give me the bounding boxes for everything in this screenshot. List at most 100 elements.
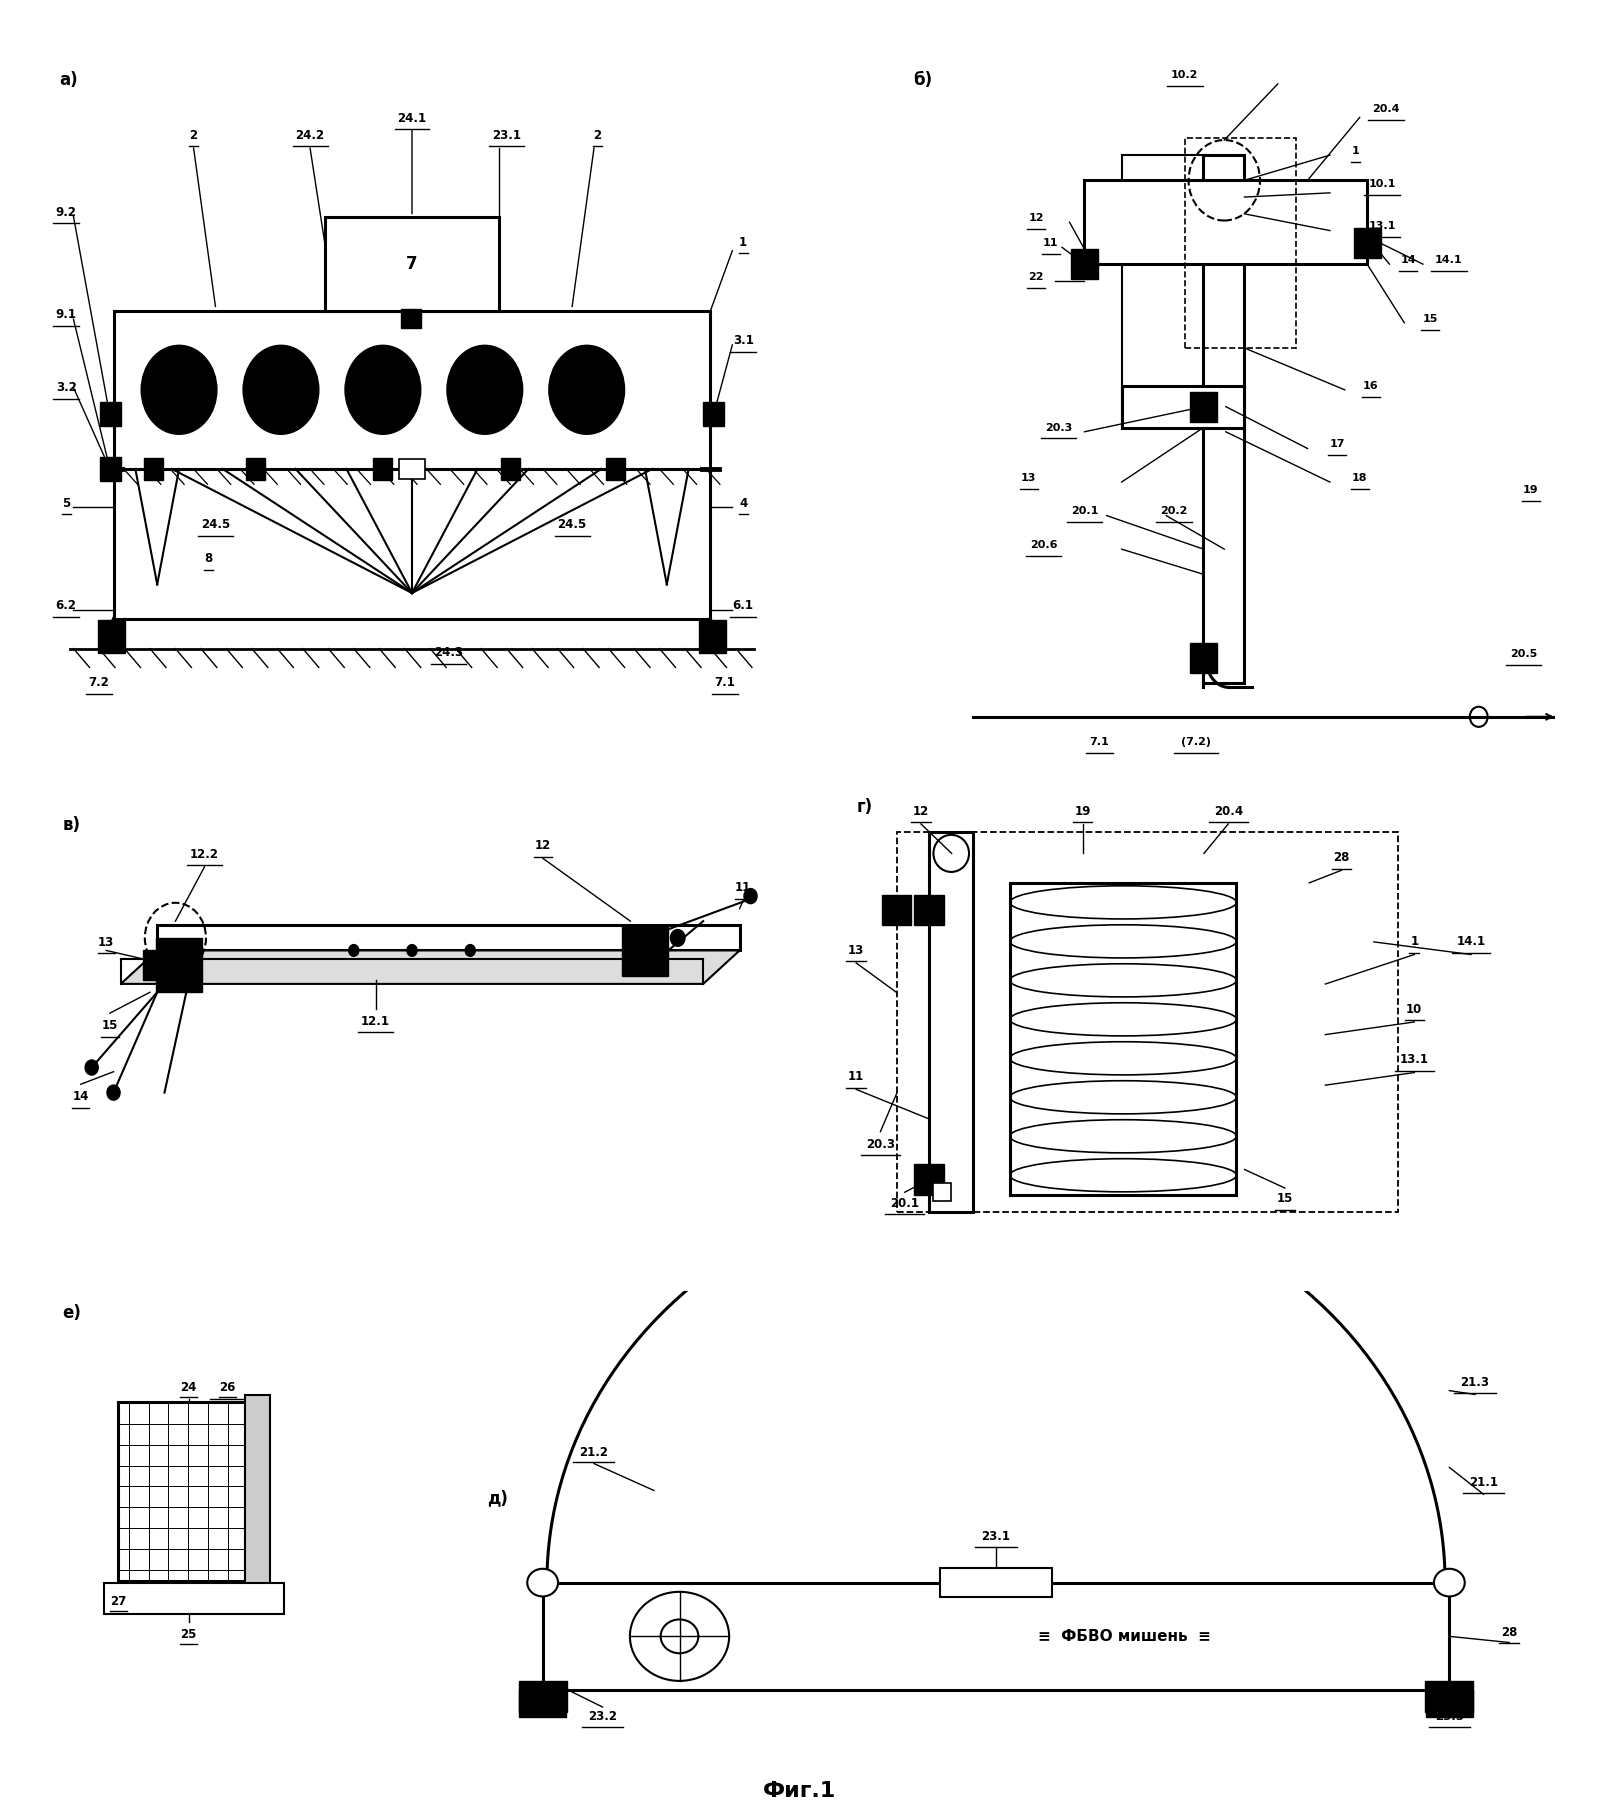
Circle shape bbox=[466, 945, 475, 956]
Circle shape bbox=[141, 345, 218, 435]
Text: 5: 5 bbox=[62, 496, 70, 509]
Text: ≡  ФБВО мишень  ≡: ≡ ФБВО мишень ≡ bbox=[1038, 1629, 1211, 1643]
Circle shape bbox=[349, 945, 358, 956]
Text: 23.2: 23.2 bbox=[589, 1711, 618, 1723]
Bar bbox=[930, 833, 973, 1211]
Circle shape bbox=[243, 345, 318, 435]
Text: 12: 12 bbox=[534, 840, 550, 853]
Circle shape bbox=[1434, 1569, 1464, 1596]
Bar bbox=[325, 216, 499, 311]
Text: 11: 11 bbox=[734, 882, 752, 894]
Text: Фиг.1: Фиг.1 bbox=[763, 1780, 837, 1802]
Text: 14: 14 bbox=[72, 1091, 90, 1104]
Text: 7: 7 bbox=[406, 255, 418, 273]
Bar bbox=[606, 458, 626, 480]
Text: 14.1: 14.1 bbox=[1456, 936, 1485, 949]
Text: 14.1: 14.1 bbox=[1435, 255, 1462, 265]
Text: в): в) bbox=[62, 816, 80, 834]
Text: 12.1: 12.1 bbox=[362, 1014, 390, 1027]
Text: 21.3: 21.3 bbox=[1461, 1376, 1490, 1389]
Bar bbox=[246, 458, 266, 480]
Bar bbox=[542, 1583, 1450, 1691]
Circle shape bbox=[549, 345, 624, 435]
Text: 13: 13 bbox=[848, 944, 864, 956]
Text: 10: 10 bbox=[1406, 1004, 1422, 1016]
Text: 6.2: 6.2 bbox=[56, 600, 77, 613]
Text: 13.1: 13.1 bbox=[1400, 1053, 1429, 1067]
Bar bbox=[1438, 1573, 1459, 1593]
Circle shape bbox=[107, 1085, 120, 1100]
Bar bbox=[104, 1583, 283, 1614]
Text: 20.4: 20.4 bbox=[1214, 805, 1243, 818]
Text: 1: 1 bbox=[1352, 145, 1360, 156]
Text: 26: 26 bbox=[219, 1382, 235, 1394]
Text: 20.1: 20.1 bbox=[890, 1196, 920, 1209]
Bar bbox=[101, 402, 122, 425]
Polygon shape bbox=[157, 925, 739, 951]
Text: 21.1: 21.1 bbox=[1469, 1476, 1498, 1489]
Text: 19: 19 bbox=[1523, 485, 1539, 496]
Text: д): д) bbox=[486, 1489, 507, 1507]
Bar bbox=[1085, 180, 1366, 264]
Bar bbox=[155, 938, 202, 993]
Text: 4: 4 bbox=[739, 496, 747, 509]
Text: 10.2: 10.2 bbox=[1171, 71, 1198, 80]
Bar bbox=[118, 1402, 245, 1582]
Text: б): б) bbox=[914, 71, 933, 89]
Bar bbox=[114, 311, 710, 618]
Text: 2: 2 bbox=[594, 129, 602, 142]
Bar bbox=[1426, 1691, 1474, 1716]
Bar bbox=[1190, 644, 1218, 673]
Bar bbox=[501, 458, 520, 480]
Bar bbox=[1354, 227, 1381, 258]
Text: 23.3: 23.3 bbox=[1435, 1711, 1464, 1723]
Text: 24: 24 bbox=[181, 1382, 197, 1394]
Polygon shape bbox=[122, 951, 739, 984]
Text: 27: 27 bbox=[110, 1594, 126, 1609]
Text: 15: 15 bbox=[1422, 313, 1438, 324]
Bar bbox=[1122, 155, 1206, 427]
Text: (7.2): (7.2) bbox=[1181, 736, 1211, 747]
Bar bbox=[1186, 138, 1296, 347]
Text: 14: 14 bbox=[1400, 255, 1416, 265]
Text: 16: 16 bbox=[1363, 380, 1379, 391]
Circle shape bbox=[446, 345, 523, 435]
Bar bbox=[373, 458, 392, 480]
Text: 18: 18 bbox=[1352, 473, 1368, 484]
Bar bbox=[101, 456, 122, 482]
Text: 20.2: 20.2 bbox=[1160, 507, 1187, 516]
Text: 20.4: 20.4 bbox=[1371, 104, 1400, 115]
Text: 20.6: 20.6 bbox=[1030, 540, 1058, 551]
Bar bbox=[402, 309, 421, 327]
Circle shape bbox=[528, 1569, 558, 1596]
Circle shape bbox=[85, 1060, 98, 1074]
Text: 13: 13 bbox=[98, 936, 114, 949]
Text: 20.3: 20.3 bbox=[1045, 422, 1072, 433]
Circle shape bbox=[670, 929, 685, 945]
Text: г): г) bbox=[856, 798, 872, 816]
Text: 28: 28 bbox=[1333, 851, 1350, 864]
Text: 24.2: 24.2 bbox=[296, 129, 325, 142]
Text: 7.1: 7.1 bbox=[1090, 736, 1109, 747]
Bar bbox=[915, 1164, 944, 1194]
Bar bbox=[142, 951, 158, 980]
Text: 9.2: 9.2 bbox=[56, 205, 77, 218]
Text: 11: 11 bbox=[848, 1071, 864, 1084]
Bar bbox=[1122, 385, 1245, 427]
Circle shape bbox=[406, 945, 418, 956]
Bar bbox=[699, 620, 726, 653]
Text: 6.1: 6.1 bbox=[733, 600, 754, 613]
Bar bbox=[933, 1184, 950, 1202]
Text: 11: 11 bbox=[1043, 238, 1059, 249]
Bar bbox=[533, 1573, 554, 1593]
Bar bbox=[702, 402, 723, 425]
Text: 15: 15 bbox=[102, 1020, 118, 1033]
Bar bbox=[245, 1394, 270, 1589]
Bar bbox=[896, 833, 1398, 1211]
Bar bbox=[1070, 249, 1098, 280]
Circle shape bbox=[1360, 229, 1374, 245]
Circle shape bbox=[744, 889, 757, 904]
Text: 24.5: 24.5 bbox=[202, 518, 230, 531]
Bar bbox=[398, 458, 426, 480]
Circle shape bbox=[346, 345, 421, 435]
